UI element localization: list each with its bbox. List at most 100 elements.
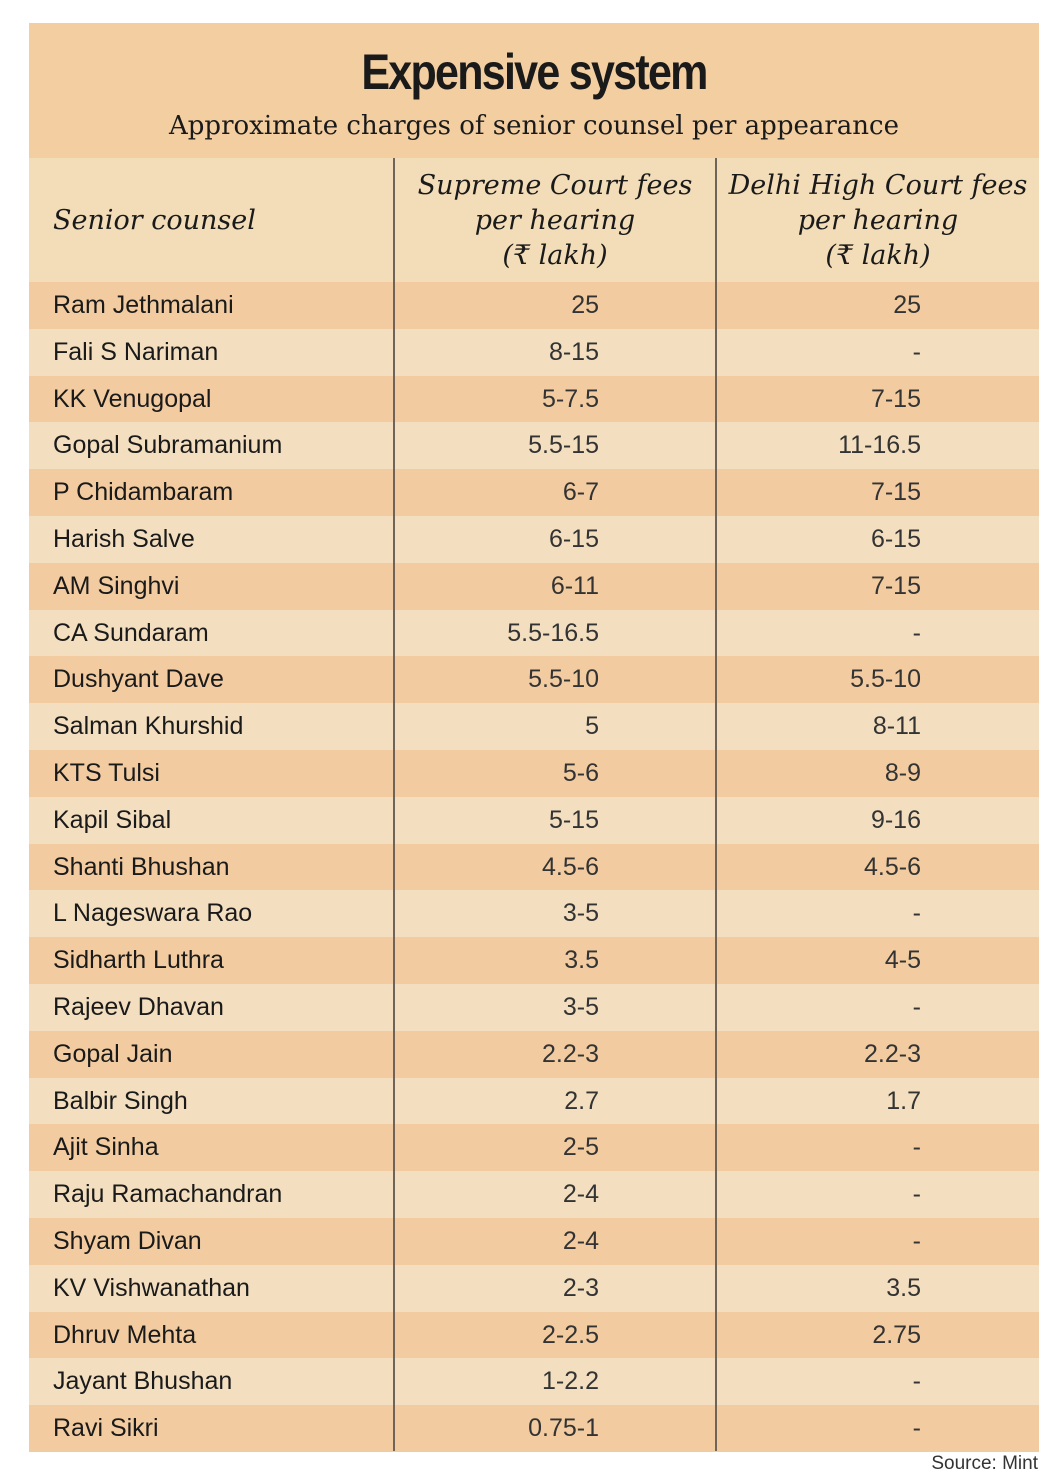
table-row: Dushyant Dave 5.5-10 5.5-10 [29,656,1039,704]
table-row: KK Venugopal 5-7.5 7-15 [29,375,1039,423]
supreme-court-fee: 5-7.5 [542,384,599,413]
delhi-high-court-fee: 2.2-3 [864,1039,921,1068]
counsel-name: Gopal Jain [53,1039,173,1068]
table-row: Salman Khurshid 5 8-11 [29,703,1039,750]
table-row: Rajeev Dhavan 3-5 - [29,983,1039,1031]
table-row: Sidharth Luthra 3.5 4-5 [29,937,1039,984]
table-row: Ajit Sinha 2-5 - [29,1124,1039,1172]
column-header-supreme-court-line-2: per hearing [474,204,636,236]
table-row: P Chidambaram 6-7 7-15 [29,469,1039,516]
delhi-high-court-fee: 8-11 [872,712,921,741]
counsel-name: Dhruv Mehta [53,1320,197,1349]
table-panel: Expensive system Approximate charges of … [29,23,1039,1452]
table-body: Ram Jethmalani 25 25 Fali S Nariman 8-15 - KK … [29,282,1039,1452]
supreme-court-fee: 3-5 [562,992,599,1021]
delhi-high-court-fee: 4-5 [884,946,921,975]
counsel-name: Rajeev Dhavan [53,992,224,1021]
delhi-high-court-fee: 2.75 [872,1320,921,1349]
supreme-court-fee: 5.5-16.5 [507,618,599,647]
counsel-name: Balbir Singh [53,1086,188,1115]
counsel-name: Raju Ramachandran [53,1180,283,1209]
counsel-name: AM Singhvi [53,571,180,600]
counsel-name: L Nageswara Rao [53,899,253,928]
table-row: Shanti Bhushan 4.5-6 4.5-6 [29,843,1039,891]
column-divider-1 [393,158,395,1451]
counsel-name: KTS Tulsi [53,758,160,787]
delhi-high-court-fee: - [912,1367,921,1396]
supreme-court-fee: 5.5-10 [528,665,599,694]
table-row: CA Sundaram 5.5-16.5 - [29,609,1039,657]
counsel-name: KK Venugopal [53,384,212,413]
counsel-name: CA Sundaram [53,618,209,647]
table-row: Fali S Nariman 8-15 - [29,328,1039,376]
counsel-name: Shanti Bhushan [53,852,230,881]
supreme-court-fee: 2.2-3 [542,1039,599,1068]
counsel-name: Kapil Sibal [53,805,172,834]
delhi-high-court-fee: - [912,899,921,928]
delhi-high-court-fee: 8-9 [884,758,921,787]
table-row: L Nageswara Rao 3-5 - [29,890,1039,938]
counsel-name: Ravi Sikri [53,1414,159,1443]
column-header-counsel: Senior counsel [53,204,256,236]
counsel-name: Dushyant Dave [53,665,224,694]
delhi-high-court-fee: 4.5-6 [864,852,921,881]
supreme-court-fee: 5-6 [562,758,599,787]
supreme-court-fee: 6-7 [562,478,599,507]
supreme-court-fee: 2-5 [562,1133,599,1162]
table-row: KV Vishwanathan 2-3 3.5 [29,1264,1039,1312]
delhi-high-court-fee: 7-15 [870,384,921,413]
table-row: AM Singhvi 6-11 7-15 [29,562,1039,610]
supreme-court-fee: 5.5-15 [528,431,599,460]
supreme-court-fee: 5 [585,712,599,741]
delhi-high-court-fee: - [912,992,921,1021]
delhi-high-court-fee: 11-16.5 [838,431,921,460]
delhi-high-court-fee: 6-15 [870,524,921,553]
delhi-high-court-fee: - [912,1414,921,1443]
delhi-high-court-fee: - [912,1180,921,1209]
counsel-name: Harish Salve [53,524,195,553]
table-row: Gopal Subramanium 5.5-15 11-16.5 [29,422,1039,470]
counsel-name: Sidharth Luthra [53,946,224,975]
supreme-court-fee: 25 [571,291,599,319]
table-row: Ravi Sikri 0.75-1 - [29,1405,1039,1452]
column-header-delhi-high-court-line-2: per hearing [797,204,959,236]
supreme-court-fee: 2-4 [562,1180,599,1209]
table-header-band [29,158,1039,282]
table-row: Gopal Jain 2.2-3 2.2-3 [29,1030,1039,1078]
table-row: Ram Jethmalani 25 25 [29,282,1039,329]
table-row: Kapil Sibal 5-15 9-16 [29,796,1039,844]
column-header-supreme-court: Supreme Court fees per hearing (₹ lakh) [395,158,715,282]
counsel-name: Jayant Bhushan [53,1367,233,1396]
delhi-high-court-fee: - [912,1133,921,1162]
counsel-name: Fali S Nariman [53,337,219,366]
supreme-court-fee: 1-2.2 [542,1367,599,1396]
counsel-name: Shyam Divan [53,1226,202,1255]
delhi-high-court-fee: - [912,1226,921,1255]
delhi-high-court-fee: 9-16 [870,805,921,834]
counsel-name: KV Vishwanathan [53,1273,250,1302]
supreme-court-fee: 2-2.5 [542,1320,599,1349]
delhi-high-court-fee: 5.5-10 [850,665,921,694]
chart-subtitle: Approximate charges of senior counsel pe… [169,111,899,141]
delhi-high-court-fee: - [912,618,921,647]
supreme-court-fee: 2.7 [564,1086,599,1115]
delhi-high-court-fee: - [912,337,921,366]
delhi-high-court-fee: 25 [893,291,921,319]
column-header-delhi-high-court: Delhi High Court fees per hearing (₹ lak… [717,158,1039,282]
supreme-court-fee: 6-15 [548,524,599,553]
counsel-name: P Chidambaram [53,478,234,507]
counsel-name: Gopal Subramanium [53,431,283,460]
supreme-court-fee: 4.5-6 [542,852,599,881]
delhi-high-court-fee: 7-15 [870,571,921,600]
column-header-supreme-court-line-3: (₹ lakh) [502,239,608,271]
supreme-court-fee: 8-15 [548,337,599,366]
table-row: Harish Salve 6-15 6-15 [29,515,1039,563]
delhi-high-court-fee: 3.5 [886,1273,921,1302]
column-header-supreme-court-line-1: Supreme Court fees [417,169,693,201]
supreme-court-fee: 6-11 [550,571,599,600]
table-row: Balbir Singh 2.7 1.7 [29,1077,1039,1125]
table-row: Dhruv Mehta 2-2.5 2.75 [29,1311,1039,1359]
delhi-high-court-fee: 7-15 [870,478,921,507]
table-row: KTS Tulsi 5-6 8-9 [29,749,1039,797]
counsel-name: Salman Khurshid [53,712,244,741]
